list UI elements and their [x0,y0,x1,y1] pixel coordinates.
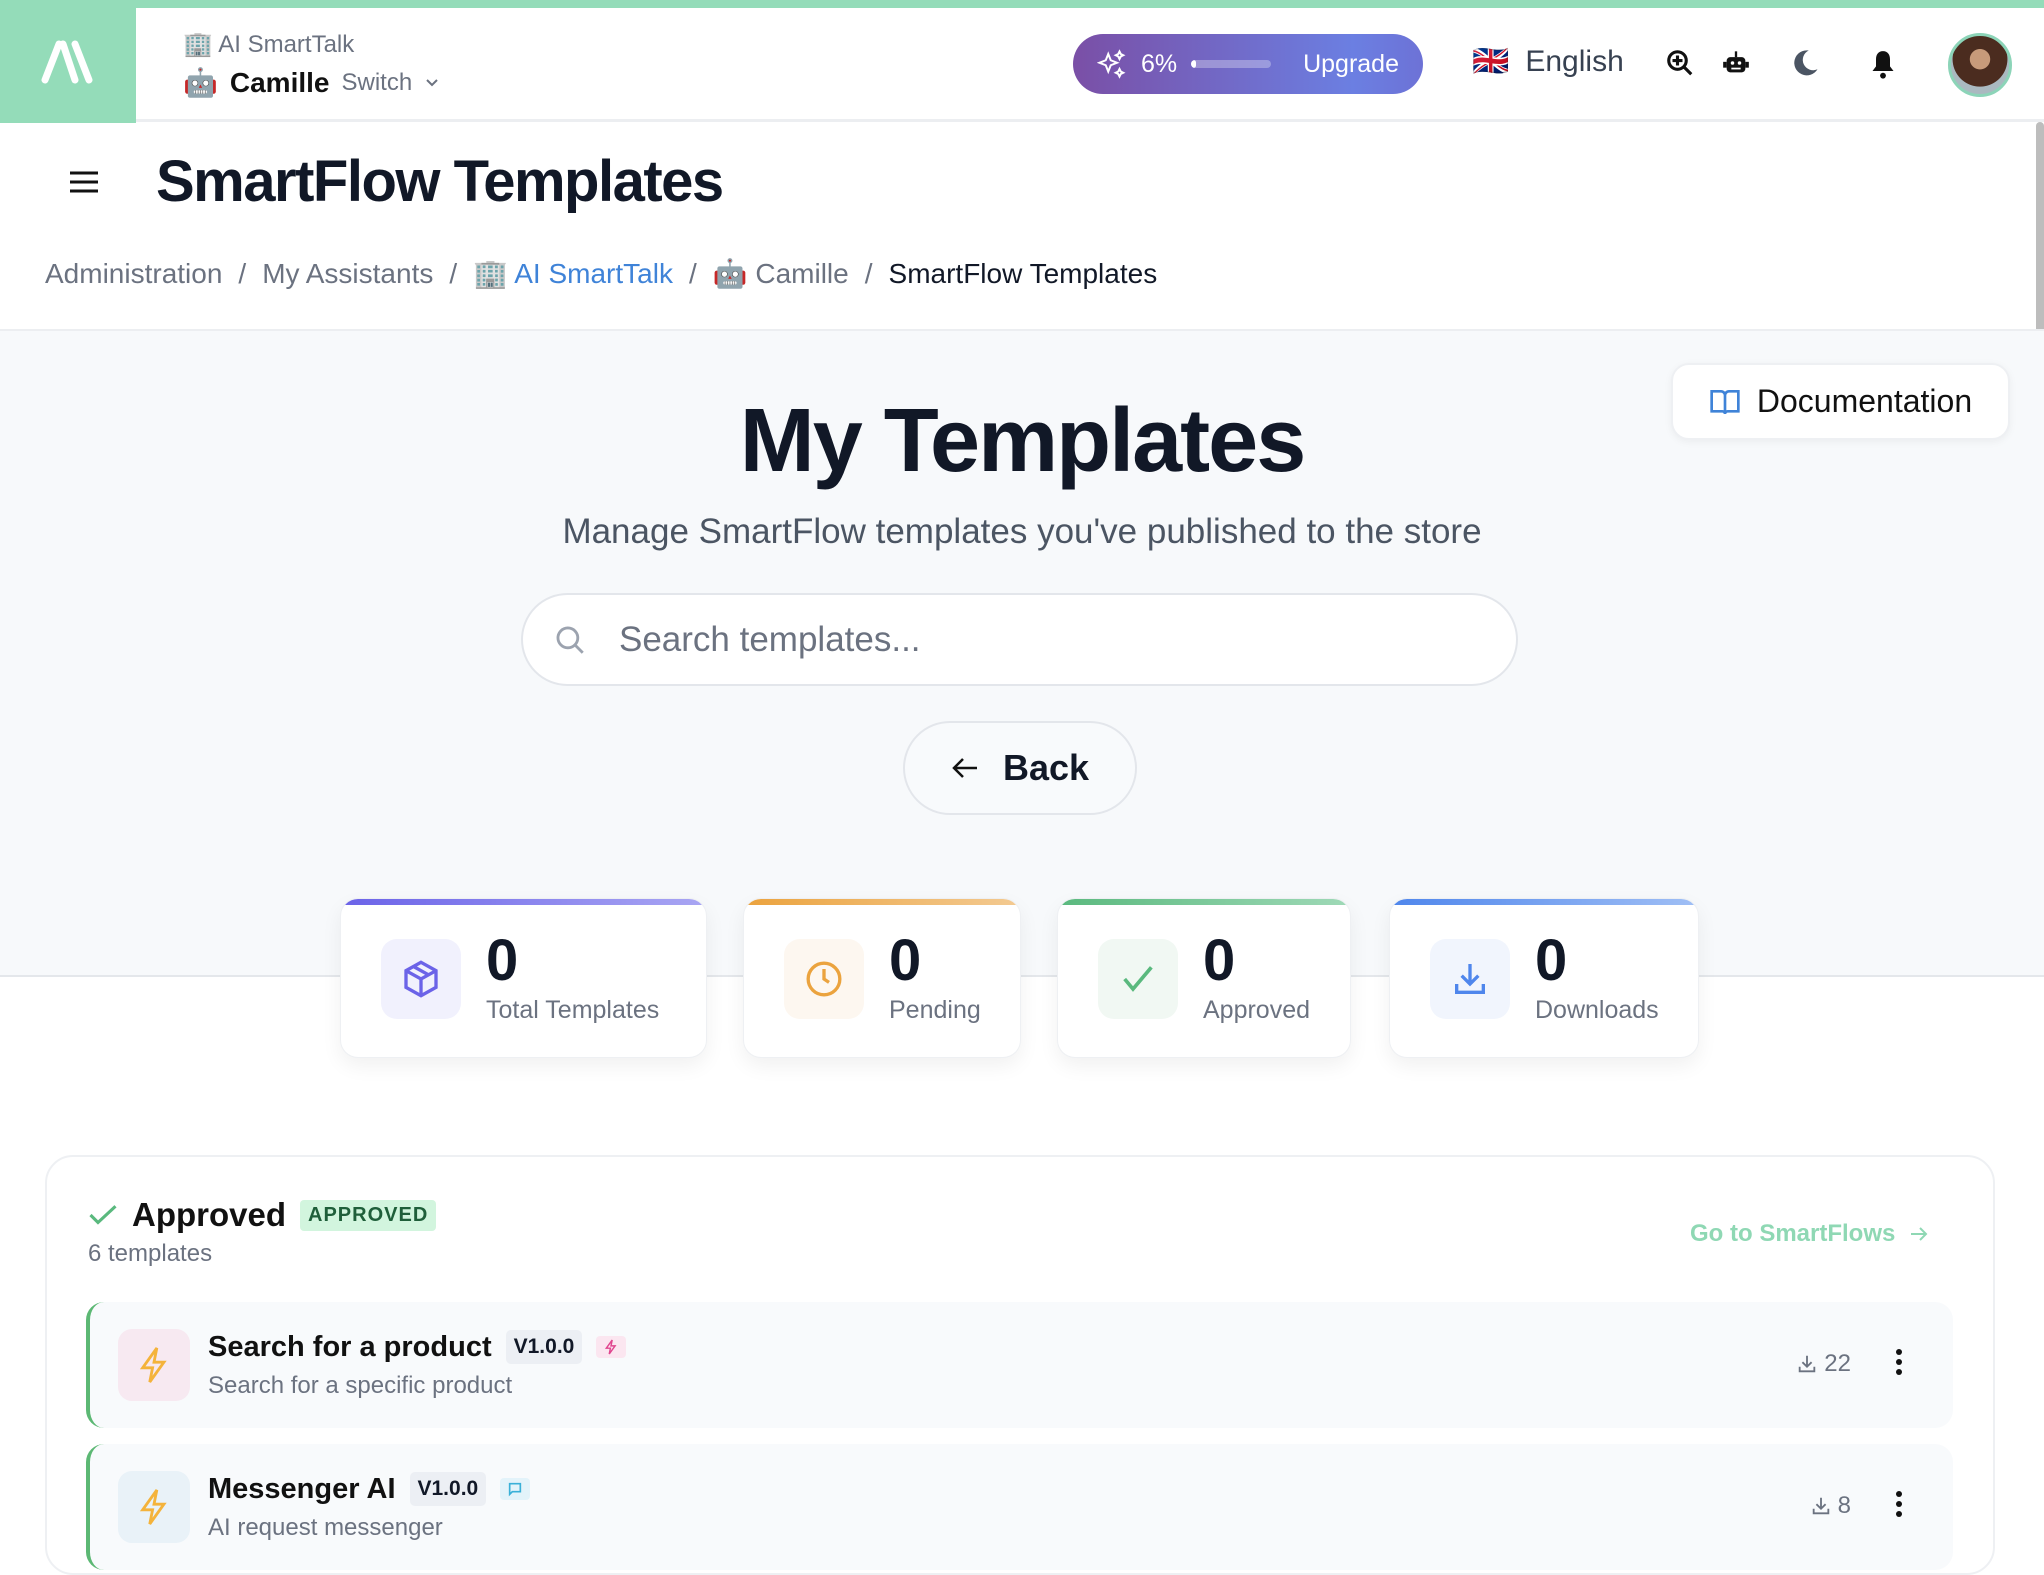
section-header: Approved APPROVED [88,1196,437,1234]
sparkles-icon [1097,49,1126,79]
search-icon [556,626,584,654]
app-logo[interactable] [0,0,136,123]
language-label: English [1525,44,1624,78]
stat-value: 0 [486,928,519,993]
message-icon [509,1482,522,1497]
arrow-right-icon [1911,1227,1928,1241]
upgrade-label: Upgrade [1303,49,1399,78]
download-count: 22 [1796,1350,1851,1378]
section-title: Approved [132,1196,287,1233]
check-icon [89,1205,117,1225]
uk-flag-icon: 🇬🇧 [1472,45,1510,78]
clock-icon [806,961,842,997]
stat-card-downloads: 0 Downloads [1389,898,1699,1058]
breadcrumb-separator: / [449,257,458,289]
stat-label: Pending [889,996,981,1024]
template-description: AI request messenger [208,1514,443,1541]
arrow-left-icon [952,758,977,778]
stat-value: 0 [889,928,922,993]
search-bar[interactable] [521,593,1518,686]
breadcrumb: Administration / My Assistants / 🏢 AI Smar… [45,257,1157,290]
stat-value: 0 [1535,928,1568,993]
chevron-down-icon [426,78,438,86]
download-count-value: 8 [1837,1492,1851,1519]
check-icon [1123,966,1153,992]
switch-label: Switch [341,68,413,96]
breadcrumb-my-assistants[interactable]: My Assistants [262,257,434,289]
back-label: Back [1002,747,1090,788]
go-to-smartflows-link[interactable]: Go to SmartFlows [1690,1220,1929,1248]
upgrade-button[interactable]: 6% Upgrade [1073,34,1423,94]
breadcrumb-separator: / [688,257,697,289]
bell-icon[interactable] [1869,48,1897,80]
template-description: Search for a specific product [208,1372,513,1399]
usage-percent: 6% [1141,49,1178,78]
page-title: SmartFlow Templates [156,149,724,214]
stat-label: Total Templates [486,996,660,1024]
top-accent-bar [0,0,2044,8]
package-icon [404,960,438,998]
book-open-icon [1710,389,1740,414]
breadcrumb-administration[interactable]: Administration [45,257,223,289]
lightning-icon [139,1489,167,1525]
download-icon [1812,1497,1829,1515]
stat-card-pending: 0 Pending [743,898,1021,1058]
back-button[interactable]: Back [903,721,1137,815]
stat-label: Downloads [1535,996,1659,1024]
stat-card-approved: 0 Approved [1057,898,1351,1058]
search-input[interactable] [619,619,1479,660]
assistant-emoji: 🤖 [183,67,218,98]
template-count: 6 templates [88,1240,213,1267]
more-options-icon[interactable] [1895,1490,1903,1518]
hero-subtitle: Manage SmartFlow templates you've publis… [562,512,1482,551]
documentation-button[interactable]: Documentation [1671,363,2010,440]
stat-label: Approved [1203,996,1311,1024]
go-label: Go to SmartFlows [1690,1220,1896,1247]
breadcrumb-ai-smarttalk[interactable]: 🏢 AI SmartTalk [473,258,673,289]
assistant-switcher[interactable]: 🤖 Camille Switch [183,66,440,99]
zoom-in-icon[interactable] [1665,48,1695,78]
organization-name: 🏢 AI SmartTalk [183,31,355,58]
hero-title: My Templates [739,391,1307,491]
breadcrumb-separator: / [864,257,873,289]
version-badge: V1.0.0 [505,1330,583,1364]
user-avatar[interactable] [1948,33,2012,97]
moon-icon[interactable] [1790,48,1820,78]
stat-card-total-templates: 0 Total Templates [340,898,707,1058]
download-count: 8 [1810,1492,1851,1520]
breadcrumb-separator: / [238,257,247,289]
template-name: Search for a product [208,1330,492,1363]
template-name: Messenger AI [208,1472,396,1505]
hamburger-menu-icon[interactable] [70,170,98,194]
breadcrumb-camille[interactable]: 🤖 Camille [712,258,849,289]
language-selector[interactable]: 🇬🇧 English [1472,44,1624,79]
more-options-icon[interactable] [1895,1348,1903,1376]
lightning-tag-icon [605,1339,617,1355]
download-count-value: 22 [1824,1350,1851,1377]
lightning-icon [139,1347,167,1383]
template-row[interactable]: Search for a product V1.0.0 Search for a… [86,1302,1953,1428]
status-badge: APPROVED [300,1199,437,1231]
usage-progress-bar [1191,60,1272,68]
download-icon [1455,964,1485,994]
template-row[interactable]: Messenger AI V1.0.0 AI request messenger… [86,1444,1953,1570]
stat-value: 0 [1203,928,1236,993]
version-badge: V1.0.0 [409,1472,487,1506]
download-icon [1799,1355,1816,1373]
logo-icon [41,40,93,83]
documentation-label: Documentation [1756,383,1973,419]
assistant-name: Camille [229,66,330,98]
robot-icon[interactable] [1722,48,1750,78]
breadcrumb-current: SmartFlow Templates [888,257,1158,289]
